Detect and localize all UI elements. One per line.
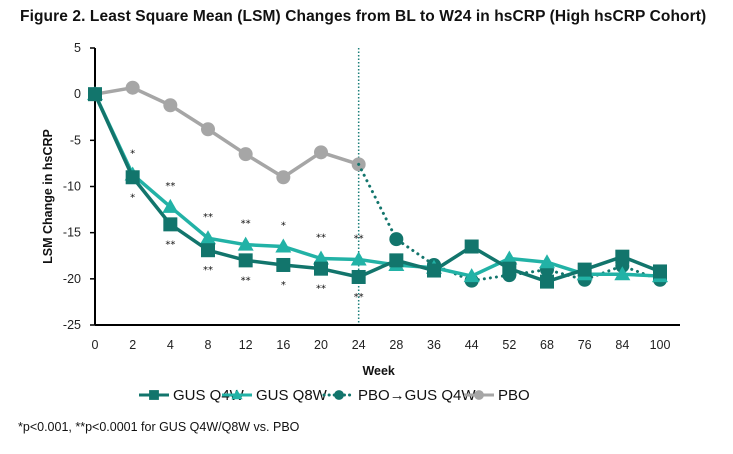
x-tick-label: 84 [615,338,629,352]
significance-marker-above: ** [203,212,213,223]
x-tick-label: 44 [465,338,479,352]
significance-marker-above: ** [354,233,364,244]
legend-label: GUS Q8W [256,387,328,404]
legend-marker-pbo [474,390,484,400]
legend-item-pbo-gus-q4w: PBO→GUS Q4W [322,387,476,404]
x-tick-label: 8 [205,338,212,352]
data-point-gus-q8w [463,268,480,283]
significance-marker-below: ** [165,239,175,250]
legend-marker-pbo-gus-q4w [334,390,344,400]
data-point-gus-q4w [125,170,140,185]
legend-marker-gus-q4w [149,390,159,400]
data-point-pbo [201,122,215,137]
significance-marker-below: * [281,280,286,291]
x-tick-label: 28 [389,338,403,352]
x-tick-label: 2 [129,338,136,352]
data-point-gus-q4w [577,262,592,277]
legend-item-gus-q8w: GUS Q8W [222,387,328,404]
data-point-gus-q4w [314,261,328,276]
data-point-gus-q8w [162,198,179,213]
data-point-pbo [314,145,328,160]
data-point-pbo [238,147,253,162]
data-point-pbo-gus-q4w [389,232,404,247]
data-point-gus-q4w [389,253,404,268]
footnote: *p<0.001, **p<0.0001 for GUS Q4W/Q8W vs.… [18,420,300,434]
data-point-pbo [163,98,178,113]
data-point-gus-q8w [313,250,329,265]
significance-marker-above: * [130,148,135,159]
data-point-gus-q8w [539,254,555,269]
data-point-gus-q8w [501,250,518,265]
y-tick-label: -15 [63,226,81,240]
x-tick-label: 100 [650,338,671,352]
y-tick-label: -10 [63,180,81,194]
significance-marker-below: ** [203,265,213,276]
data-point-gus-q8w [350,251,367,266]
data-point-gus-q4w [540,274,554,289]
x-tick-label: 4 [167,338,174,352]
chart-title: Figure 2. Least Square Mean (LSM) Change… [20,8,707,25]
series-line-pbo [94,85,360,180]
data-point-gus-q4w [201,243,215,258]
data-point-gus-q4w [238,253,253,268]
y-tick-label: 5 [74,41,81,55]
data-point-gus-q4w [276,257,291,272]
x-tick-label: 76 [578,338,592,352]
x-tick-label: 68 [540,338,554,352]
significance-marker-above: ** [165,181,175,192]
y-tick-label: -5 [70,133,81,147]
y-axis-label: LSM Change in hsCRP [41,129,55,264]
data-point-pbo [125,80,140,95]
x-axis-label: Week [362,364,394,378]
significance-marker-below: ** [354,292,364,303]
x-tick-label: 12 [239,338,253,352]
legend-label: PBO→GUS Q4W [358,387,476,404]
series-gus-q4w [88,87,667,289]
data-point-gus-q8w [237,236,254,251]
legend-item-gus-q4w: GUS Q4W [139,387,245,404]
x-tick-label: 36 [427,338,441,352]
data-point-gus-q8w [614,266,631,281]
data-point-gus-q4w [351,269,366,284]
data-point-gus-q4w [653,264,667,279]
data-point-gus-q4w [464,239,479,254]
data-point-pbo [276,170,291,185]
significance-marker-above: ** [316,233,326,244]
x-tick-label: 16 [276,338,290,352]
x-tick-label: 52 [502,338,516,352]
legend-item-pbo: PBO [464,387,530,404]
series-line-gus-q8w [93,93,661,278]
y-tick-label: -20 [63,272,81,286]
legend-marker-gus-q8w [231,389,243,400]
significance-marker-below: * [130,192,135,203]
data-point-gus-q4w [427,263,441,278]
y-tick-label: 0 [74,87,81,101]
data-point-gus-q4w [88,87,102,102]
y-tick-label: -25 [63,318,81,332]
legend-label: PBO [498,387,530,404]
data-point-gus-q4w [502,261,517,276]
significance-marker-below: ** [241,275,251,286]
x-tick-label: 0 [92,338,99,352]
legend-label: GUS Q4W [173,387,245,404]
series-line-gus-q4w [93,93,661,284]
x-tick-label: 20 [314,338,328,352]
data-point-gus-q8w [275,238,292,253]
significance-marker-below: ** [316,284,326,295]
x-tick-label: 24 [352,338,366,352]
data-point-gus-q4w [615,249,630,264]
legend: GUS Q4W GUS Q8W PBO→GUS Q4W PBO [139,387,530,404]
significance-marker-above: ** [241,219,251,230]
significance-marker-above: * [281,221,286,232]
data-point-gus-q8w [200,230,216,245]
data-point-gus-q4w [163,217,178,232]
